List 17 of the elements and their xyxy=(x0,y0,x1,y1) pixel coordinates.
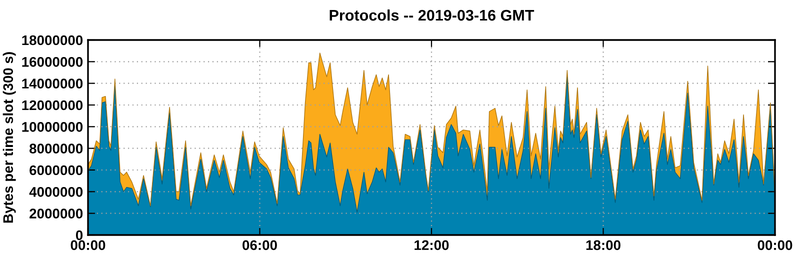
y-tick-label: 0 xyxy=(76,230,83,240)
y-tick-label: 4000000 xyxy=(29,187,83,197)
x-tick-label: 00:00 xyxy=(758,240,792,250)
y-axis-title: Bytes per time slot (300 s) xyxy=(2,52,16,223)
chart-title: Protocols -- 2019-03-16 GMT xyxy=(330,9,534,21)
x-tick-label: 00:00 xyxy=(70,240,106,250)
x-tick-label: 06:00 xyxy=(242,240,277,250)
x-tick-label: 12:00 xyxy=(414,240,449,250)
y-tick-label: 12000000 xyxy=(22,100,83,110)
y-tick-label: 14000000 xyxy=(22,78,83,89)
y-tick-label: 6000000 xyxy=(30,165,83,176)
y-tick-label: 10000000 xyxy=(22,122,83,132)
y-tick-label: 18000000 xyxy=(22,35,83,46)
y-tick-label: 2000000 xyxy=(30,208,83,219)
y-tick-label: 16000000 xyxy=(22,57,83,67)
x-tick-label: 18:00 xyxy=(586,240,620,250)
y-tick-label: 8000000 xyxy=(30,144,83,154)
